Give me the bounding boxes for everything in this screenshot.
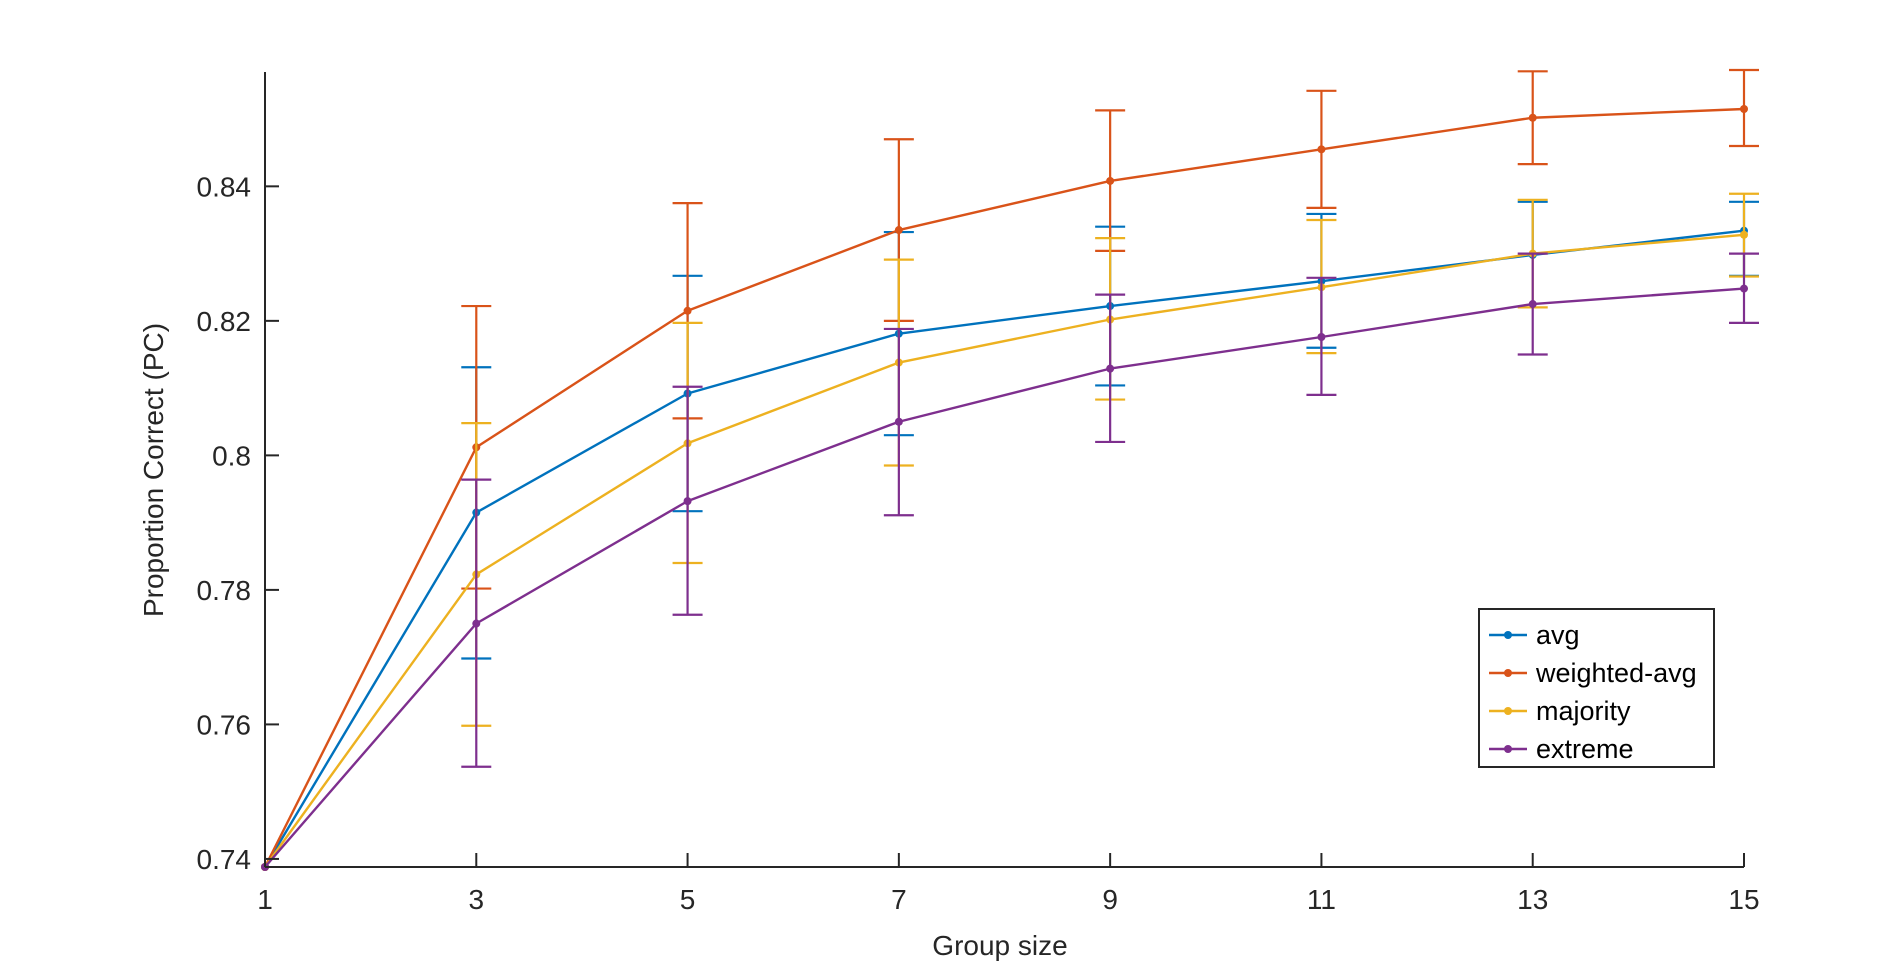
- legend-label: majority: [1536, 696, 1631, 726]
- data-point: [1106, 176, 1115, 185]
- x-tick-label: 13: [1517, 884, 1548, 915]
- legend-label: avg: [1536, 620, 1580, 650]
- data-point: [1317, 145, 1326, 154]
- legend: avg weighted-avg majority extreme: [1478, 608, 1715, 768]
- axes: 1 3 5 7 9 11 13 150.740.760.780.80.820.84: [197, 72, 1760, 915]
- legend-swatch-marker: [1504, 669, 1512, 677]
- series-line: [263, 107, 1745, 868]
- y-tick-label: 0.78: [197, 575, 252, 606]
- y-tick-label: 0.8: [212, 440, 251, 471]
- y-tick-label: 0.82: [197, 306, 252, 337]
- series-line: [264, 233, 1745, 868]
- legend-swatch-marker: [1504, 707, 1512, 715]
- x-tick-label: 7: [891, 884, 907, 915]
- y-tick-label: 0.74: [197, 844, 252, 875]
- x-tick-label: 11: [1307, 884, 1336, 915]
- x-tick-label: 5: [680, 884, 696, 915]
- series-line: [264, 287, 1745, 868]
- series-extreme: [261, 252, 1759, 871]
- data-point: [1740, 284, 1748, 293]
- legend-label: weighted-avg: [1535, 658, 1697, 688]
- data-point: [1317, 333, 1326, 341]
- data-point: [894, 226, 903, 235]
- y-axis-title: Proportion Correct (PC): [138, 323, 169, 617]
- data-point: [1528, 300, 1537, 309]
- x-tick-label: 1: [257, 884, 273, 915]
- data-point: [1106, 364, 1115, 373]
- legend-label: extreme: [1536, 734, 1634, 764]
- data-point: [1740, 104, 1748, 113]
- data-point: [683, 497, 692, 506]
- x-tick-label: 15: [1728, 884, 1759, 915]
- data-point: [894, 417, 903, 426]
- legend-swatch-marker: [1504, 631, 1512, 639]
- x-tick-label: 9: [1102, 884, 1118, 915]
- x-axis-title: Group size: [932, 930, 1067, 961]
- legend-swatch-marker: [1504, 745, 1512, 753]
- data-point: [1528, 113, 1537, 122]
- y-tick-label: 0.84: [197, 171, 252, 202]
- data-point: [683, 306, 692, 315]
- data-point: [472, 619, 481, 628]
- y-tick-label: 0.76: [197, 709, 252, 740]
- x-tick-label: 3: [468, 884, 484, 915]
- plot-area: [261, 68, 1759, 871]
- data-point: [1740, 230, 1748, 239]
